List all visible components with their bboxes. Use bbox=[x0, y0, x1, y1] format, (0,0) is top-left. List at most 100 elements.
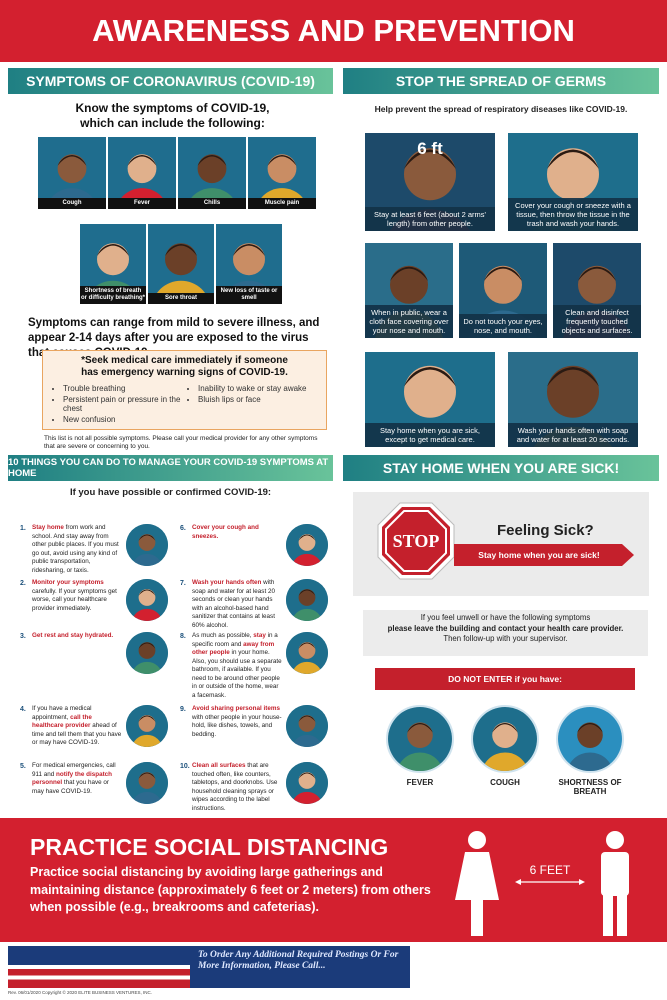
distancing-section: PRACTICE SOCIAL DISTANCING Practice soci… bbox=[0, 818, 667, 942]
prevention-tile: Clean and disinfect frequently touched o… bbox=[553, 243, 641, 338]
illustration bbox=[286, 632, 328, 674]
item-emphasis: Clean all surfaces bbox=[192, 762, 246, 769]
item-text: Stay home from work and school. And stay… bbox=[32, 524, 122, 575]
tile-caption: When in public, wear a cloth face coveri… bbox=[365, 305, 453, 338]
symptom-tile: Cough bbox=[38, 137, 106, 209]
item-number: 7. bbox=[180, 580, 186, 587]
stop-sign: STOP bbox=[377, 502, 455, 580]
symptom-label: New loss of taste or smell bbox=[216, 286, 282, 304]
illustration bbox=[286, 762, 328, 804]
item-emphasis: Get rest and stay hydrated. bbox=[32, 632, 114, 639]
warning-item: Trouble breathing bbox=[63, 384, 188, 393]
item-text: Get rest and stay hydrated. bbox=[32, 632, 122, 641]
item-emphasis: stay bbox=[253, 632, 266, 639]
item-segment: As much as possible, bbox=[192, 632, 254, 639]
symptom-label: Sore throat bbox=[148, 293, 214, 304]
distance-label: 6 ft bbox=[417, 139, 443, 158]
prevention-tile: Do not touch your eyes, nose, and mouth. bbox=[459, 243, 547, 338]
item-icon bbox=[286, 705, 328, 747]
tile-caption: Do not touch your eyes, nose, and mouth. bbox=[459, 314, 547, 338]
warning-item: Inability to wake or stay awake bbox=[198, 384, 308, 393]
item-emphasis: away from other people bbox=[192, 640, 275, 657]
prevention-tile: Cover your cough or sneeze with a tissue… bbox=[508, 133, 638, 231]
item-number: 3. bbox=[20, 633, 26, 640]
section-heading: SYMPTOMS OF CORONAVIRUS (COVID-19) bbox=[8, 68, 333, 94]
symptom-label: Shortness of breath or difficulty breath… bbox=[80, 286, 146, 304]
item-number: 8. bbox=[180, 633, 186, 640]
prevention-tile: Wash your hands often with soap and wate… bbox=[508, 352, 638, 447]
tile-caption: Cover your cough or sneeze with a tissue… bbox=[508, 198, 638, 231]
item-segment: that you have or may have COVID-19. bbox=[32, 779, 110, 795]
item-text: As much as possible, stay in a specific … bbox=[192, 632, 282, 700]
item-icon bbox=[286, 524, 328, 566]
illustration bbox=[126, 632, 168, 674]
tile-caption: Stay home when you are sick, except to g… bbox=[365, 423, 495, 447]
illustration bbox=[126, 579, 168, 621]
item-segment: with other people in your house-hold, li… bbox=[192, 713, 282, 738]
distance-label: 6 FEET bbox=[530, 863, 571, 877]
item-emphasis: Monitor your symptoms bbox=[32, 579, 104, 586]
illustration bbox=[286, 705, 328, 747]
illustration bbox=[286, 579, 328, 621]
condition-label: FEVER bbox=[406, 778, 434, 787]
item-segment: with soap and water for at least 20 seco… bbox=[192, 579, 275, 629]
distance-figures: 6 FEET bbox=[455, 831, 629, 936]
feeling-sick: Feeling Sick? bbox=[497, 522, 594, 539]
banner-text: Stay home when you are sick! bbox=[478, 550, 600, 560]
tile-caption: Clean and disinfect frequently touched o… bbox=[553, 305, 641, 338]
disclaimer: This list is not all possible symptoms. … bbox=[44, 435, 318, 451]
symptom-label: Fever bbox=[108, 198, 176, 209]
item-icon bbox=[286, 579, 328, 621]
stop-text: STOP bbox=[393, 531, 440, 551]
item-segment: For medical emergencies, call 911 and bbox=[32, 762, 116, 778]
item-emphasis: Wash your hands often bbox=[192, 579, 262, 586]
item-icon bbox=[126, 579, 168, 621]
item-text: Avoid sharing personal items with other … bbox=[192, 705, 282, 739]
condition-icon bbox=[386, 705, 454, 773]
item-icon bbox=[286, 632, 328, 674]
condition-label: SHORTNESS OF BREATH bbox=[558, 778, 622, 796]
item-text: Clean all surfaces that are touched ofte… bbox=[192, 762, 282, 813]
symptom-tile: New loss of taste or smell bbox=[216, 224, 282, 304]
notice-line: please leave the building and contact yo… bbox=[387, 623, 624, 633]
item-emphasis: Cover your cough and sneezes. bbox=[192, 524, 259, 540]
item-number: 10. bbox=[180, 763, 190, 770]
item-number: 5. bbox=[20, 763, 26, 770]
item-text: Wash your hands often with soap and wate… bbox=[192, 579, 282, 630]
illustration bbox=[126, 705, 168, 747]
copyright: Rev. 06/01/2020 Copyright © 2020 ELITE B… bbox=[8, 990, 153, 995]
item-segment: that are touched often, like counters, t… bbox=[192, 762, 278, 812]
poster-title: AWARENESS AND PREVENTION bbox=[0, 0, 667, 62]
item-segment: from work and school. And stay away from… bbox=[32, 524, 119, 574]
condition-icon bbox=[556, 705, 624, 773]
illustration bbox=[126, 762, 168, 804]
item-icon bbox=[126, 632, 168, 674]
warning-item: Bluish lips or face bbox=[198, 395, 308, 404]
section-heading: STAY HOME WHEN YOU ARE SICK! bbox=[343, 455, 659, 481]
illustration bbox=[286, 524, 328, 566]
warning-box: *Seek medical care immediately if someon… bbox=[42, 350, 327, 430]
item-number: 2. bbox=[20, 580, 26, 587]
prevention-tile: Stay home when you are sick, except to g… bbox=[365, 352, 495, 447]
intro: Help prevent the spread of respiratory d… bbox=[374, 104, 628, 114]
symptom-tile: Fever bbox=[108, 137, 176, 209]
warning-item: Persistent pain or pressure in the chest bbox=[63, 395, 188, 413]
condition-label: COUGH bbox=[490, 778, 520, 787]
item-segment: in your home. Also, you should use a sep… bbox=[192, 649, 282, 699]
intro: Know the symptoms of COVID-19, which can… bbox=[75, 101, 270, 130]
distancing-heading: PRACTICE SOCIAL DISTANCING bbox=[30, 834, 389, 860]
warning-item: New confusion bbox=[63, 415, 188, 424]
item-icon bbox=[126, 705, 168, 747]
tile-caption: Wash your hands often with soap and wate… bbox=[508, 423, 638, 447]
section-heading: STOP THE SPREAD OF GERMS bbox=[343, 68, 659, 94]
condition-icon bbox=[471, 705, 539, 773]
item-text: Monitor your symptoms carefully. If your… bbox=[32, 579, 122, 613]
do-not-enter: DO NOT ENTER if you have: bbox=[375, 668, 635, 690]
tile-caption: Stay at least 6 feet (about 2 arms' leng… bbox=[365, 207, 495, 231]
item-emphasis: Avoid sharing personal items bbox=[192, 705, 280, 712]
distancing-text: Practice social distancing by avoiding l… bbox=[30, 865, 431, 914]
item-emphasis: call the healthcare provider bbox=[32, 713, 92, 730]
symptom-label: Muscle pain bbox=[248, 198, 316, 209]
item-icon bbox=[126, 762, 168, 804]
